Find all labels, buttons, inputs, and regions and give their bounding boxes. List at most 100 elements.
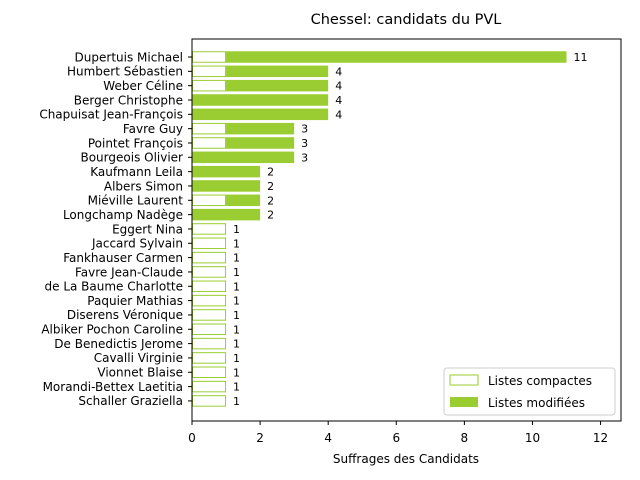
value-label: 2 — [267, 166, 274, 179]
bar-compact — [192, 79, 227, 92]
value-label: 3 — [301, 123, 308, 136]
category-label: Cavalli Virginie — [94, 351, 183, 365]
value-label: 1 — [233, 280, 240, 293]
x-tick-label: 10 — [525, 431, 540, 445]
bar-modified — [192, 151, 295, 164]
value-label: 1 — [233, 266, 240, 279]
category-label: Longchamp Nadège — [63, 208, 183, 222]
legend: Listes compactes Listes modifiées — [443, 367, 616, 416]
x-tick-label: 4 — [324, 431, 332, 445]
bar-compact — [192, 380, 227, 393]
value-label: 4 — [335, 108, 342, 121]
category-label: Pointet François — [88, 136, 183, 150]
bar-compact — [192, 194, 227, 207]
category-label: Albers Simon — [104, 179, 183, 193]
bar-compact — [192, 366, 227, 379]
category-label: Vionnet Blaise — [97, 366, 183, 380]
bar-compact — [192, 395, 227, 407]
x-tick-label: 6 — [392, 431, 400, 445]
category-label: Kaufmann Leila — [90, 165, 183, 179]
bar-compact — [192, 309, 227, 321]
value-label: 1 — [233, 252, 240, 265]
category-label: Jaccard Sylvain — [91, 237, 183, 251]
bar-compact — [192, 337, 227, 350]
category-label: Weber Céline — [103, 79, 183, 93]
x-tick-label: 8 — [461, 431, 469, 445]
x-tick-label: 0 — [188, 431, 196, 445]
category-label: Morandi-Bettex Laetitia — [43, 380, 183, 394]
category-label: Bourgeois Olivier — [80, 151, 183, 165]
bar-compact — [192, 323, 227, 336]
category-label: Schaller Graziella — [78, 394, 183, 408]
category-label: Favre Guy — [123, 122, 183, 136]
plot-frame — [191, 38, 622, 422]
bar-compact — [192, 280, 227, 293]
bar-compact — [192, 251, 227, 264]
category-label: Humbert Sébastien — [67, 65, 183, 79]
value-label: 2 — [267, 209, 274, 222]
value-label: 1 — [233, 381, 240, 394]
category-label: Albiker Pochon Caroline — [41, 323, 183, 337]
category-label: Paquier Mathias — [87, 294, 183, 308]
bar-compact — [192, 266, 227, 278]
category-label: Favre Jean-Claude — [75, 265, 183, 279]
value-label: 4 — [335, 65, 342, 78]
legend-swatch-compact — [449, 374, 479, 386]
value-label: 4 — [335, 94, 342, 107]
legend-swatch-modified — [450, 397, 478, 407]
bar-modified — [192, 108, 329, 121]
bar-modified — [226, 65, 329, 78]
value-label: 1 — [233, 295, 240, 308]
category-label: Berger Christophe — [74, 93, 183, 107]
bar-modified — [192, 208, 261, 221]
bar-modified — [226, 194, 261, 207]
bar-compact — [192, 237, 227, 250]
legend-label-compact: Listes compactes — [488, 374, 592, 388]
bar-modified — [226, 137, 295, 149]
value-label: 1 — [233, 237, 240, 250]
legend-label-modified: Listes modifiées — [488, 396, 585, 410]
category-label: Fankhauser Carmen — [63, 251, 183, 265]
bar-compact — [192, 65, 227, 78]
bar-modified — [192, 94, 329, 106]
value-label: 1 — [233, 352, 240, 365]
bar-compact — [192, 137, 227, 149]
value-label: 1 — [233, 323, 240, 336]
legend-box — [443, 367, 616, 416]
bar-compact — [192, 352, 227, 364]
value-label: 1 — [233, 223, 240, 236]
value-label: 1 — [233, 338, 240, 351]
category-label: Miéville Laurent — [88, 194, 184, 208]
bar-modified — [226, 122, 295, 135]
category-label: Eggert Nina — [112, 222, 183, 236]
value-label: 1 — [233, 395, 240, 408]
value-label: 4 — [335, 80, 342, 93]
category-label: Dupertuis Michael — [75, 50, 183, 64]
bar-compact — [192, 122, 227, 135]
x-ticks: 0 2 4 6 8 10 12 — [188, 421, 608, 445]
value-label: 1 — [233, 309, 240, 322]
bar-modified — [226, 51, 567, 63]
category-label: Chapuisat Jean-François — [39, 108, 183, 122]
bar-modified — [192, 165, 261, 178]
category-label: de La Baume Charlotte — [45, 280, 184, 294]
value-label: 1 — [233, 366, 240, 379]
x-axis-label: Suffrages des Candidats — [333, 452, 479, 466]
value-label: 3 — [301, 137, 308, 150]
bar-modified — [192, 180, 261, 192]
value-label: 2 — [267, 180, 274, 193]
bar-compact — [192, 51, 227, 63]
value-label: 11 — [574, 51, 588, 64]
bar-compact — [192, 294, 227, 307]
chart-title: Chessel: candidats du PVL — [311, 12, 502, 28]
value-label: 3 — [301, 151, 308, 164]
x-tick-label: 12 — [593, 431, 608, 445]
category-label: De Benedictis Jerome — [54, 337, 183, 351]
bar-compact — [192, 223, 227, 235]
bars-group — [192, 51, 567, 407]
value-label: 2 — [267, 194, 274, 207]
category-label: Diserens Véronique — [67, 308, 183, 322]
